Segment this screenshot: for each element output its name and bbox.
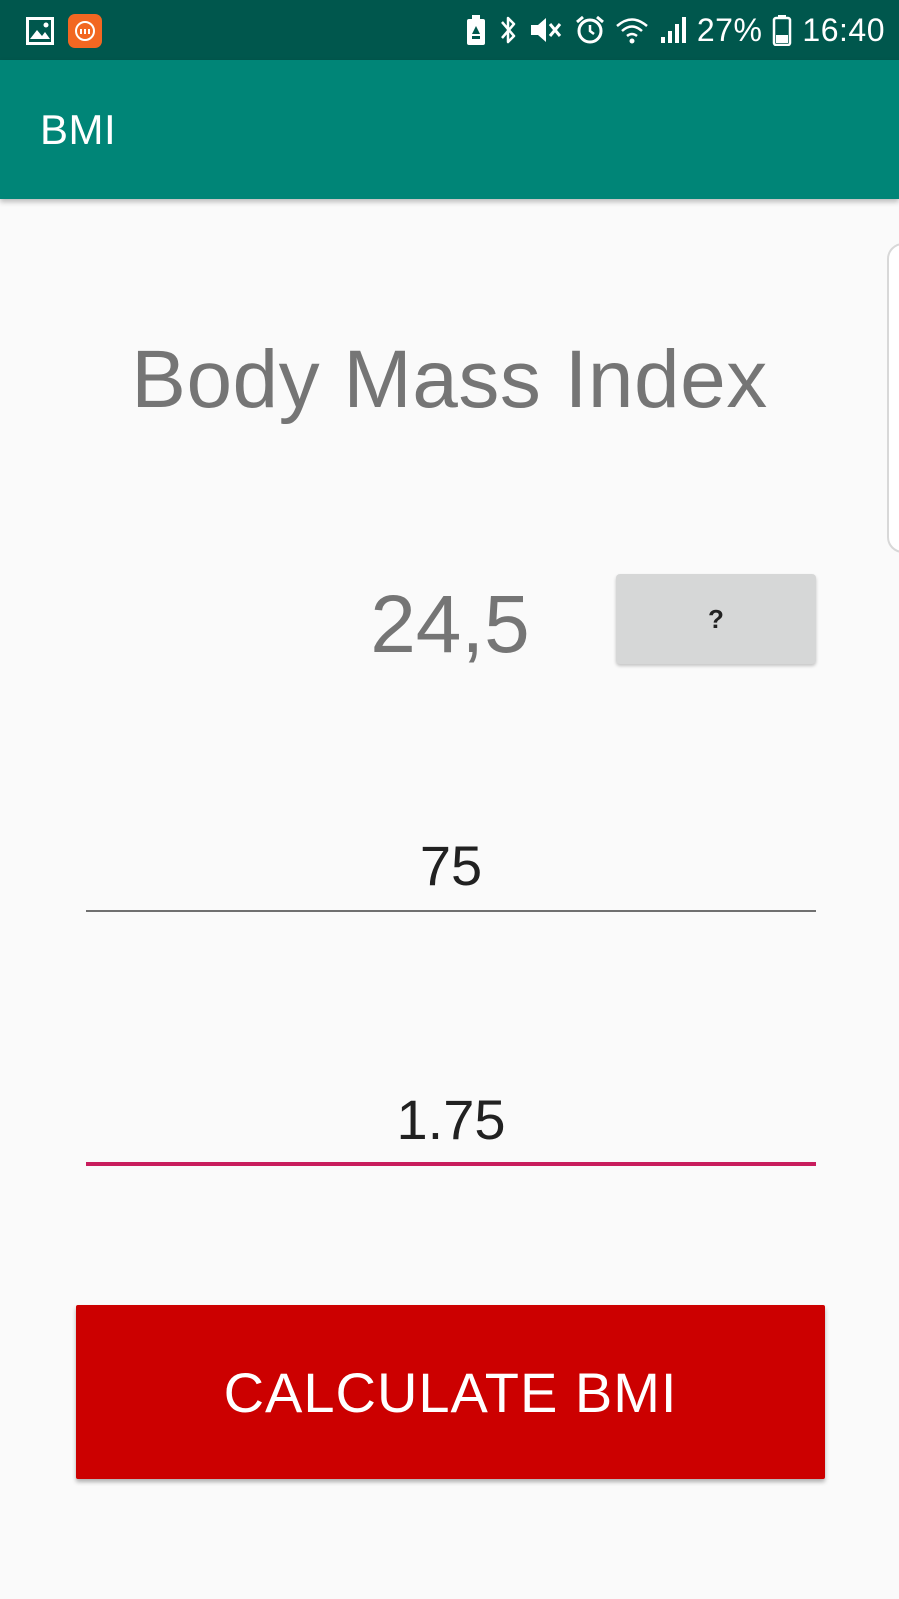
height-underline: [86, 1162, 816, 1166]
battery-icon: [772, 14, 792, 46]
page-title: Body Mass Index: [131, 334, 768, 425]
weight-input[interactable]: [86, 820, 816, 910]
system-status: 27% 16:40: [465, 10, 885, 50]
bluetooth-icon: [497, 13, 519, 47]
weight-underline: [86, 910, 816, 912]
weight-field-container: [86, 820, 816, 912]
app-bar: BMI: [0, 60, 899, 199]
height-field-container: [86, 1074, 816, 1166]
mute-icon: [529, 15, 565, 45]
height-input[interactable]: [86, 1074, 816, 1164]
wifi-icon: [615, 16, 649, 44]
gallery-icon: [26, 17, 54, 45]
mi-app-icon: [68, 14, 102, 48]
status-bar: 27% 16:40: [0, 0, 899, 60]
battery-saver-icon: [465, 14, 487, 46]
clock: 16:40: [802, 12, 885, 48]
battery-percent: 27%: [696, 12, 763, 48]
bmi-result: 24,5: [370, 579, 530, 670]
calculate-bmi-button[interactable]: CALCULATE BMI: [76, 1305, 825, 1479]
notification-icons: [26, 14, 102, 48]
signal-icon: [659, 15, 687, 45]
help-button[interactable]: ?: [616, 574, 816, 664]
alarm-icon: [575, 15, 605, 45]
app-title: BMI: [40, 106, 117, 153]
